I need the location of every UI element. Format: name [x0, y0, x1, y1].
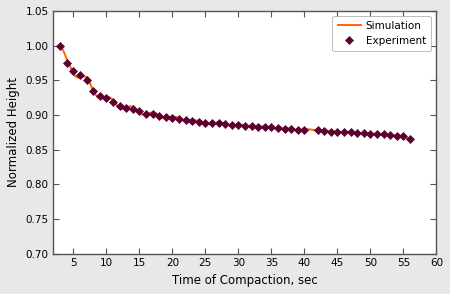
X-axis label: Time of Compaction, sec: Time of Compaction, sec — [172, 274, 318, 287]
Experiment — [58, 44, 63, 47]
Simulation — [270, 126, 275, 130]
Experiment — [262, 126, 267, 129]
Experiment — [150, 113, 155, 116]
Simulation — [359, 131, 364, 135]
Legend: Simulation, Experiment: Simulation, Experiment — [333, 16, 431, 51]
Y-axis label: Normalized Height: Normalized Height — [7, 77, 20, 187]
Simulation — [79, 76, 84, 79]
Simulation — [280, 126, 286, 130]
Experiment — [275, 126, 281, 130]
Experiment — [256, 125, 261, 128]
Simulation — [261, 125, 266, 128]
Line: Simulation: Simulation — [60, 46, 410, 139]
Line: Experiment: Experiment — [57, 43, 413, 142]
Experiment — [328, 130, 333, 133]
Experiment — [407, 138, 413, 141]
Simulation — [323, 129, 328, 133]
Experiment — [368, 132, 373, 136]
Simulation — [58, 44, 63, 47]
Simulation — [407, 138, 413, 141]
